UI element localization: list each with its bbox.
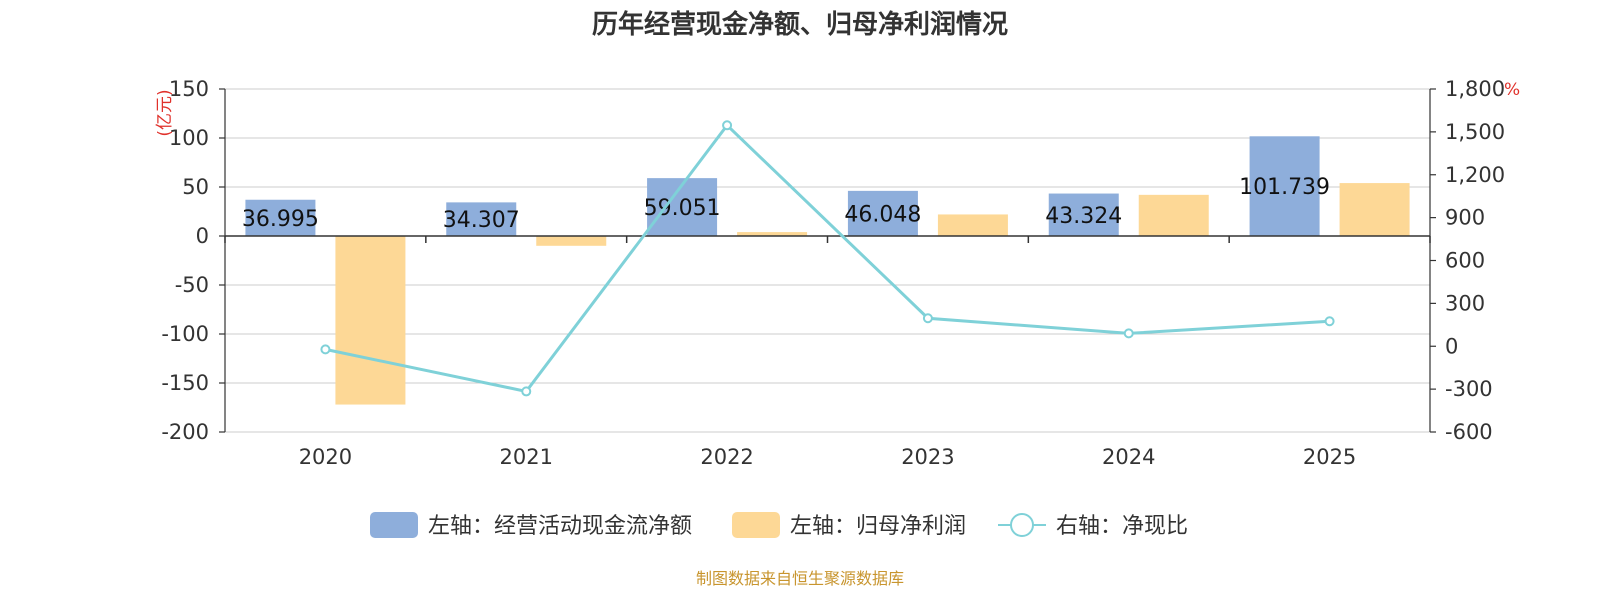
right-tick-label: -600 [1445,420,1493,444]
source-note: 制图数据来自恒生聚源数据库 [696,569,904,588]
cash-flow-value-label: 59.051 [644,196,721,221]
bars [245,136,1410,405]
left-tick-label: 100 [169,126,209,150]
left-tick-label: -150 [161,371,209,395]
ratio-line [320,120,1335,397]
right-axis: 1,800 1,500 1,200 900 600 300 0 -300 -600% [1429,77,1520,444]
right-tick-label: 1,800 [1445,77,1505,101]
right-axis-unit: % [1504,80,1520,100]
ratio-point [1123,328,1134,339]
right-tick-label: 1,200 [1445,163,1505,187]
x-tick-label: 2025 [1303,445,1356,469]
cash-flow-bar [446,202,517,236]
left-axis-unit: (亿元) [155,89,175,136]
left-tick-label: 150 [169,77,209,101]
x-tick-label: 2022 [700,445,753,469]
left-tick-label: 50 [182,175,209,199]
cash-flow-bar [1048,193,1119,236]
left-tick-label: -50 [175,273,209,297]
ratio-point [521,386,532,397]
cash-flow-bar [1249,136,1320,236]
right-tick-label: 600 [1445,249,1485,273]
net-profit-bar [1138,194,1209,236]
ratio-point [722,120,733,131]
left-tick-label: 0 [196,224,209,248]
chart-title: 历年经营现金净额、归母净利润情况 [592,9,1008,40]
ratio-point [922,313,933,324]
left-axis: 150 100 50 0 -50 -100 -150 -200 (亿元) [155,77,226,444]
cash-flow-value-label: 43.324 [1045,204,1122,229]
net-profit-bar [937,214,1008,236]
x-tick-label: 2020 [299,445,352,469]
right-tick-label: -300 [1445,377,1493,401]
x-tick-label: 2023 [901,445,954,469]
left-tick-label: -200 [161,420,209,444]
right-tick-label: 0 [1445,334,1458,358]
cash-flow-value-label: 101.739 [1239,175,1330,200]
right-tick-label: 1,500 [1445,120,1505,144]
x-axis: 2020 2021 2022 2023 2024 2025 [299,445,1357,469]
right-tick-label: 300 [1445,291,1485,315]
cash-flow-bar [847,190,918,236]
left-tick-label: -100 [161,322,209,346]
net-profit-bar [1339,183,1410,236]
legend-swatch-cash-flow [370,512,418,538]
cash-flow-bar [245,199,316,236]
zero-axis [224,235,1431,243]
grid-lines [225,88,1430,433]
net-profit-bar [737,232,808,236]
cash-flow-value-label: 46.048 [844,202,921,227]
x-tick-label: 2024 [1102,445,1155,469]
ratio-point [320,344,331,355]
legend-label-net-profit: 左轴：归母净利润 [790,514,966,539]
right-tick-label: 900 [1445,206,1485,230]
net-profit-bar [335,236,406,405]
x-tick-label: 2021 [500,445,553,469]
legend-swatch-net-profit [732,512,780,538]
bar-labels: 36.995 34.307 59.051 46.048 43.324 101.739 [242,175,1330,233]
legend: 左轴：经营活动现金流净额 左轴：归母净利润 右轴：净现比 [370,512,1188,539]
legend-label-ratio: 右轴：净现比 [1056,514,1188,539]
cash-flow-value-label: 34.307 [443,208,520,233]
ratio-point [1324,316,1335,327]
cash-flow-bar [647,178,718,236]
legend-label-cash-flow: 左轴：经营活动现金流净额 [428,514,692,539]
ratio-series-line [325,123,1330,394]
net-profit-bar [536,236,607,246]
legend-swatch-ratio-marker [1010,513,1034,537]
cash-flow-value-label: 36.995 [242,207,319,232]
